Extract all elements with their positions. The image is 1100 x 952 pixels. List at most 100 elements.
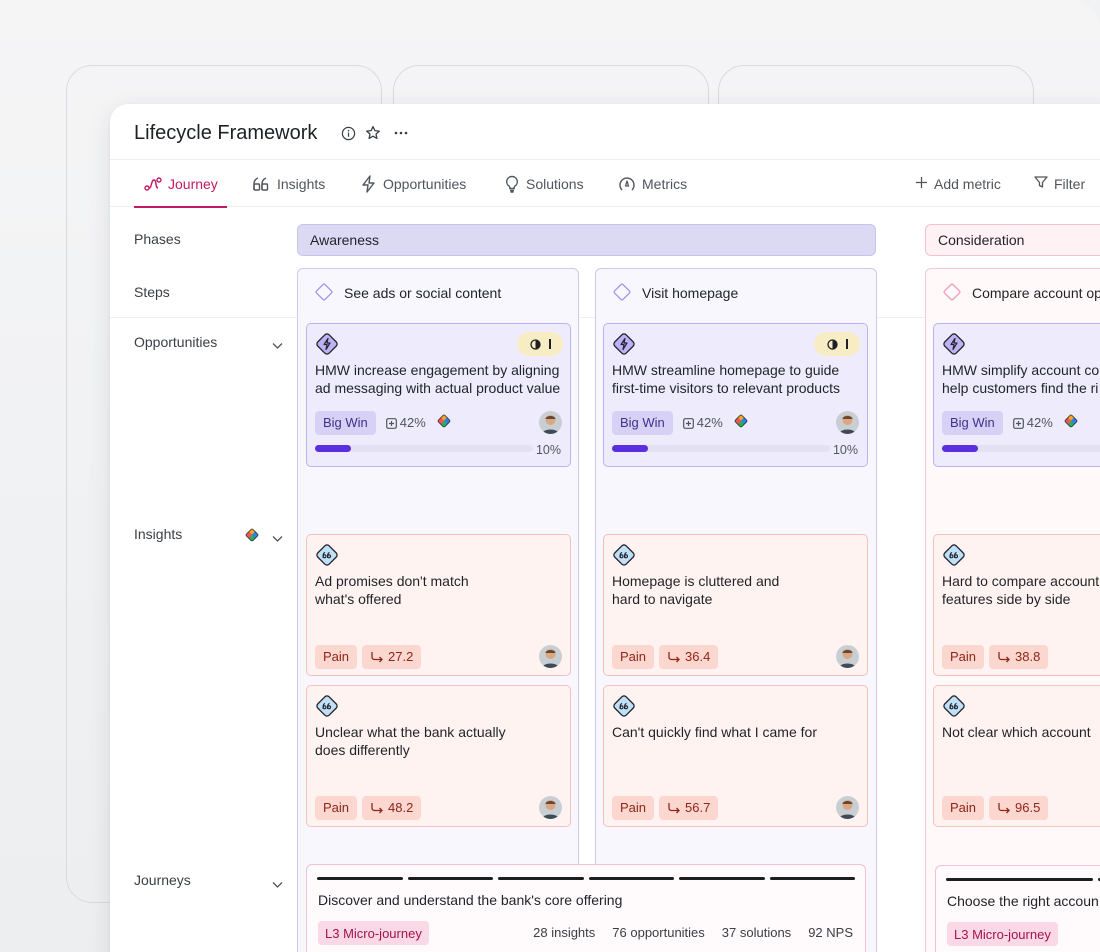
status-pill[interactable] xyxy=(517,332,563,356)
lightbulb-icon xyxy=(504,175,520,193)
integration-icon xyxy=(1063,413,1079,434)
impact-percent: 42% xyxy=(399,415,426,430)
impact-percent: 42% xyxy=(1026,415,1053,430)
more-icon[interactable] xyxy=(394,126,408,140)
bolt-badge-icon xyxy=(315,332,339,360)
pain-badge: Pain xyxy=(612,796,655,820)
journey-solutions-count: 37 solutions xyxy=(721,925,792,940)
step-label: Compare account op xyxy=(972,285,1100,301)
tab-label: Insights xyxy=(277,175,326,192)
star-icon[interactable] xyxy=(365,125,381,141)
insight-card[interactable]: Homepage is cluttered and hard to naviga… xyxy=(603,534,868,676)
chevron-down-icon[interactable] xyxy=(272,337,283,355)
bolt-icon xyxy=(360,174,377,193)
insight-card[interactable]: Ad promises don't match what's offered P… xyxy=(306,534,571,676)
avatar[interactable] xyxy=(539,411,562,434)
journey-level-badge: L3 Micro-journey xyxy=(318,921,429,945)
insight-card[interactable]: Unclear what the bank actually does diff… xyxy=(306,685,571,827)
avatar[interactable] xyxy=(836,645,859,668)
tab-opportunities[interactable]: Opportunities xyxy=(360,160,466,207)
pain-badge: Pain xyxy=(612,645,655,669)
row-label-journeys[interactable]: Journeys xyxy=(134,872,191,888)
divider xyxy=(110,317,297,318)
score-badge: 96.5 xyxy=(989,796,1049,820)
progress-bar xyxy=(315,445,533,452)
tab-journey[interactable]: Journey xyxy=(134,160,227,208)
tab-label: Opportunities xyxy=(383,175,467,192)
phase-consideration[interactable]: Consideration xyxy=(925,224,1100,256)
chevron-down-icon[interactable] xyxy=(272,876,283,894)
plus-icon xyxy=(915,176,928,192)
score-badge: 56.7 xyxy=(659,796,719,820)
avatar[interactable] xyxy=(836,796,859,819)
opportunity-card[interactable]: HMW simplify account co help customers f… xyxy=(933,323,1100,467)
insight-card[interactable]: Not clear which account Pain 96.5 xyxy=(933,685,1100,827)
priority-badge: Big Win xyxy=(315,411,376,435)
journey-insights-count: 28 insights xyxy=(533,925,596,940)
opportunity-card[interactable]: HMW increase engagement by aligning ad m… xyxy=(306,323,571,467)
add-metric-button[interactable]: Add metric xyxy=(915,160,1001,207)
journey-nps: 92 NPS xyxy=(808,925,853,940)
journey-opportunities-count: 76 opportunities xyxy=(612,925,705,940)
tab-insights[interactable]: Insights xyxy=(252,160,325,207)
info-icon[interactable] xyxy=(341,126,356,141)
step-header[interactable]: Compare account op xyxy=(926,269,1100,317)
pain-badge: Pain xyxy=(942,796,985,820)
insight-card[interactable]: Can't quickly find what I came for Pain … xyxy=(603,685,868,827)
score-value: 56.7 xyxy=(685,800,711,815)
tab-metrics[interactable]: Metrics xyxy=(618,160,687,207)
insight-text: Homepage is cluttered and hard to naviga… xyxy=(612,573,780,607)
row-label-insights[interactable]: Insights xyxy=(134,526,183,542)
chevron-down-icon[interactable] xyxy=(272,530,283,548)
avatar[interactable] xyxy=(539,645,562,668)
progress-fill xyxy=(315,445,351,452)
progress-label: 10% xyxy=(535,443,561,457)
diamond-icon xyxy=(942,282,962,305)
title-bar: Lifecycle Framework xyxy=(110,104,1100,160)
add-metric-label: Add metric xyxy=(934,175,1001,192)
filter-button[interactable]: Filter xyxy=(1034,160,1085,207)
tab-label: Solutions xyxy=(526,175,584,192)
row-label-steps: Steps xyxy=(134,284,170,300)
phase-awareness[interactable]: Awareness xyxy=(297,224,876,256)
insight-text: Ad promises don't match what's offered xyxy=(315,573,469,607)
tab-solutions[interactable]: Solutions xyxy=(504,160,584,207)
impact-value: 42% xyxy=(1012,414,1053,432)
insight-card[interactable]: Hard to compare account features side by… xyxy=(933,534,1100,676)
integration-icon xyxy=(733,413,749,434)
score-value: 48.2 xyxy=(388,800,414,815)
opportunity-card[interactable]: HMW streamline homepage to guide first-t… xyxy=(603,323,868,467)
diamond-icon xyxy=(612,282,632,305)
progress-label: 10% xyxy=(832,443,858,457)
journey-level-badge: L3 Micro-journey xyxy=(947,922,1058,946)
score-badge: 38.8 xyxy=(989,645,1049,669)
journey-card[interactable]: Choose the right accoun L3 Micro-journey xyxy=(935,865,1100,952)
bolt-badge-icon xyxy=(942,332,966,360)
pain-badge: Pain xyxy=(315,645,358,669)
step-header[interactable]: See ads or social content xyxy=(298,269,578,317)
integration-icon xyxy=(436,413,452,434)
row-label-opportunities[interactable]: Opportunities xyxy=(134,334,218,350)
avatar[interactable] xyxy=(539,796,562,819)
status-pill[interactable] xyxy=(814,332,860,356)
journey-segments xyxy=(317,877,855,880)
pain-badge: Pain xyxy=(315,796,358,820)
insight-text: Unclear what the bank actually does diff… xyxy=(315,724,506,758)
insight-text: Hard to compare account features side by… xyxy=(942,573,1100,607)
tab-bar: Journey Insights Opportunities Solutions… xyxy=(110,160,1100,208)
filter-label: Filter xyxy=(1054,175,1086,192)
journey-icon xyxy=(144,176,162,192)
score-value: 36.4 xyxy=(685,649,711,664)
journey-card[interactable]: Discover and understand the bank's core … xyxy=(306,864,866,952)
bolt-badge-icon xyxy=(612,332,636,360)
journey-segments xyxy=(946,878,1100,881)
quote-badge-icon xyxy=(942,543,966,571)
score-badge: 48.2 xyxy=(362,796,422,820)
filter-icon xyxy=(1034,175,1048,192)
insight-text: Can't quickly find what I came for xyxy=(612,724,817,740)
avatar[interactable] xyxy=(836,411,859,434)
opportunity-text: HMW increase engagement by aligning ad m… xyxy=(315,362,561,396)
quote-badge-icon xyxy=(942,694,966,722)
step-label: Visit homepage xyxy=(642,285,739,301)
step-header[interactable]: Visit homepage xyxy=(596,269,876,317)
